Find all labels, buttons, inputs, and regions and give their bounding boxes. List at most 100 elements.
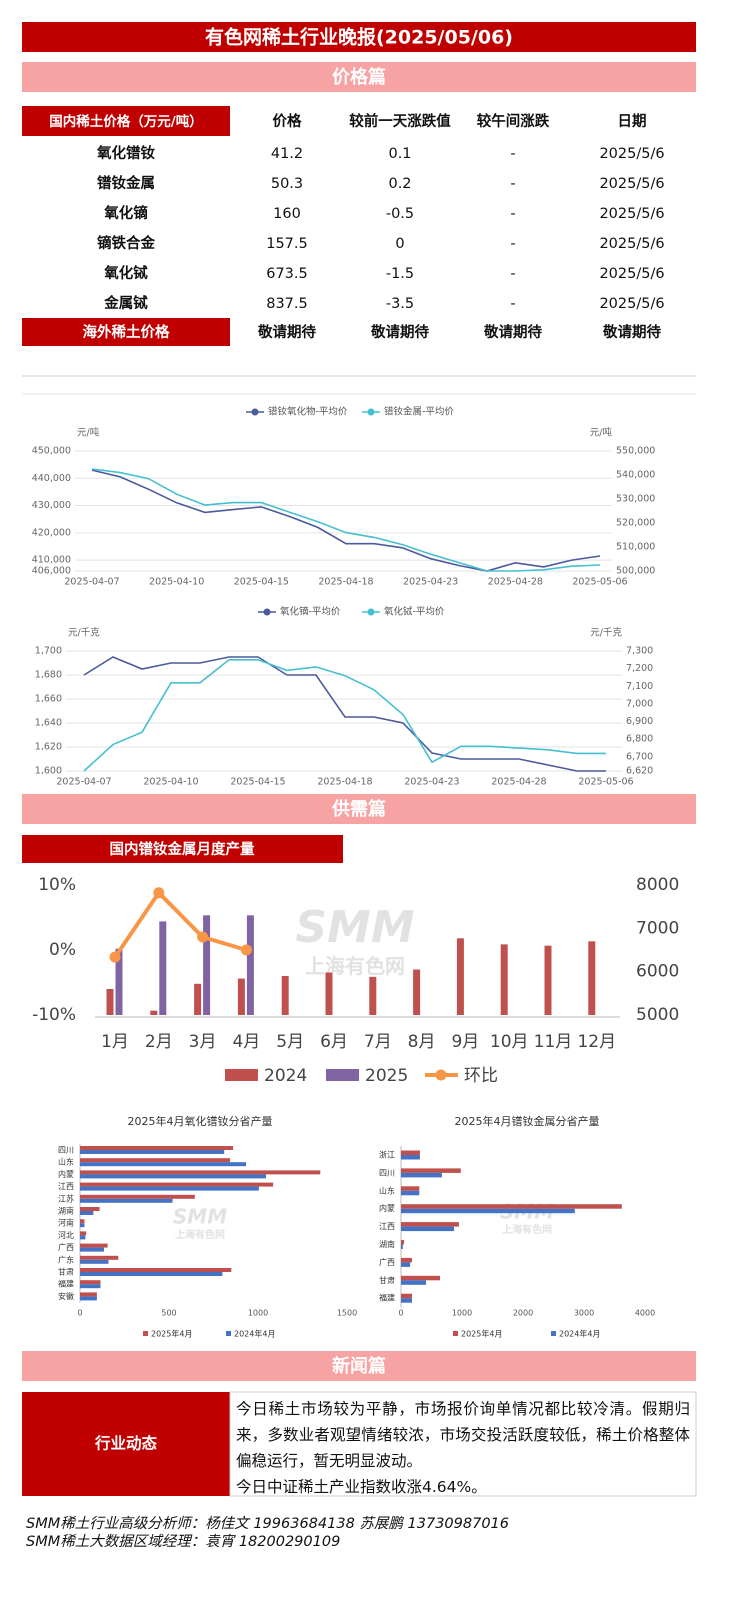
bar [80,1182,274,1187]
x-tick-label: 2025-04-10 [143,777,198,788]
bar [325,972,333,1015]
y-tick-label: 420,000 [32,527,71,538]
legend-marker [435,1069,447,1081]
news-text: 今日稀土市场较为平静，市场报价询单情况都比较冷清。假期归来，多数业者观望情绪较浓… [236,1396,690,1500]
bar [413,969,421,1015]
x-tick-label: 12月 [577,1032,616,1052]
bar [544,945,552,1015]
bar [80,1198,173,1203]
legend-label: 氧化镝-平均价 [280,606,341,618]
category-label: 内蒙 [58,1169,74,1179]
title-bar [22,22,696,52]
bar [401,1155,420,1160]
legend-label: 2024年4月 [234,1329,275,1339]
table-cell: - [510,296,515,312]
table-cell: 镝铁合金 [97,234,155,252]
table-cell: 0 [395,236,404,252]
section-title: 新闻篇 [332,1355,386,1377]
series-line [91,468,601,572]
table-header: 日期 [618,112,647,130]
x-tick-label: 2025-04-28 [488,577,543,588]
legend-label: 镨钕金属-平均价 [384,406,454,418]
x-tick-label: 2月 [145,1032,173,1052]
news-label-box [22,1392,230,1496]
bar [80,1158,231,1163]
overseas-cell: 敬请期待 [370,323,429,341]
y2-unit: 元/吨 [590,427,613,439]
x-tick-label: 7月 [364,1032,392,1052]
y-tick-label: 406,000 [32,566,71,577]
table-header: 价格 [273,112,302,130]
category-label: 山东 [58,1157,74,1167]
x-tick-label: 1500 [337,1309,357,1318]
section-title: 供需篇 [331,798,386,820]
y2-unit: 元/千克 [590,628,622,639]
table-cell: -1.5 [386,266,414,282]
overseas-box [22,318,230,346]
category-label: 四川 [379,1168,395,1177]
table-cell: - [510,236,515,252]
table-cell: 2025/5/6 [599,146,664,162]
report-title: 有色网稀土行业晚报(2025/05/06) [205,26,513,49]
x-tick-label: 2025-04-18 [318,577,373,588]
x-tick-label: 3000 [574,1309,594,1318]
footer-line: SMM稀土行业高级分析师：杨佳文 19963684138 苏展鹏 1373098… [26,1515,509,1532]
y2-tick-label: 6,700 [626,751,653,762]
table-cell: 157.5 [266,236,308,252]
y2-tick-label: 7,000 [626,698,653,709]
x-tick-label: 3月 [189,1032,217,1052]
y-tick-label: 430,000 [32,500,71,511]
table-cell: - [510,206,515,222]
bar [588,941,596,1015]
series-line [113,889,247,959]
bar [194,983,202,1015]
y2-tick-label: 520,000 [616,518,655,529]
legend-swatch [453,1331,458,1336]
bar [80,1259,109,1264]
bar [401,1204,622,1209]
x-tick-label: 2025-04-23 [404,777,459,788]
watermark: 上海有色网 [502,1223,552,1236]
news-frame [229,1391,697,1497]
table-header: 国内稀土价格（万元/吨） [49,113,202,130]
legend-marker [263,608,271,616]
y2-tick-label: 6,800 [626,734,653,745]
y-unit: 元/千克 [68,628,100,639]
bar [80,1296,97,1301]
x-tick-label: 2025-05-06 [578,777,633,788]
y-tick-label: 1,680 [35,670,62,681]
legend-marker [367,408,375,416]
series-line [83,659,606,772]
category-label: 河南 [58,1218,74,1228]
bar [401,1257,412,1263]
x-tick-label: 2025-04-23 [403,577,458,588]
watermark: 上海有色网 [175,1228,225,1241]
y2-tick-label: 530,000 [616,494,655,505]
x-tick-label: 5月 [276,1032,304,1052]
y-tick-label: 450,000 [32,446,71,457]
category-label: 四川 [58,1146,74,1155]
bar [80,1272,223,1276]
watermark: 上海有色网 [305,954,405,978]
x-tick-label: 2025-04-28 [491,777,546,788]
watermark: SMM [173,1205,227,1229]
bar [115,948,123,1015]
y-tick-label: 10% [38,875,76,895]
bar [80,1162,247,1167]
legend-label: 2025年4月 [461,1329,502,1339]
bar [369,976,377,1015]
y-tick-label: 1,600 [35,766,62,777]
y2-tick-label: 7,200 [626,663,653,674]
y2-tick-label: 8000 [636,875,679,895]
table-cell: 2025/5/6 [599,206,664,222]
legend-swatch [551,1331,556,1336]
x-tick-label: 0 [398,1309,403,1318]
bar [80,1280,101,1285]
table-cell: - [510,176,515,192]
y-tick-label: 1,640 [35,718,62,729]
x-tick-label: 2000 [513,1309,533,1318]
bar [80,1219,85,1224]
series-line [91,469,601,572]
bar [401,1275,441,1281]
